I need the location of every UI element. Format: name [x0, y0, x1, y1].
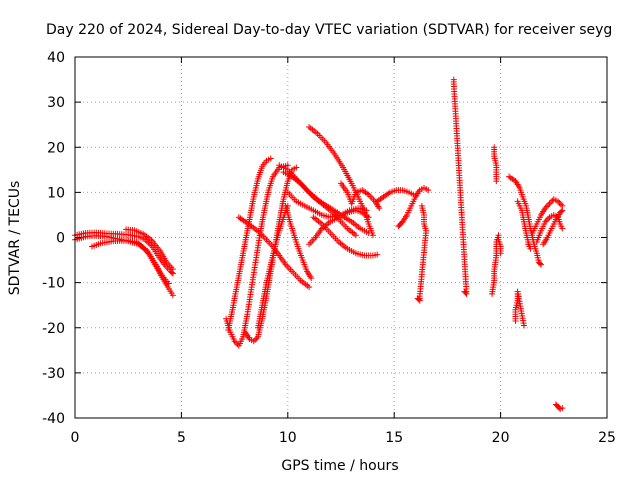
series-sat-25: [506, 173, 545, 268]
data-point: [369, 232, 376, 239]
data-point: [306, 284, 313, 291]
data-point: [545, 202, 552, 209]
x-tick-label: 5: [177, 430, 186, 446]
data-point: [536, 260, 543, 267]
y-tick-label: -20: [42, 321, 65, 337]
y-tick-label: 0: [56, 231, 65, 247]
data-point: [493, 178, 500, 185]
data-point: [293, 164, 300, 171]
series-sat-18: [374, 187, 417, 205]
x-tick-label: 20: [492, 430, 510, 446]
series-sat-03: [89, 237, 172, 287]
series-sat-23: [491, 144, 500, 185]
data-point: [545, 215, 552, 222]
y-tick-label: 10: [47, 185, 65, 201]
data-point: [521, 322, 528, 329]
data-point: [497, 250, 504, 257]
series-sat-20: [414, 202, 430, 304]
data-point: [556, 199, 563, 206]
data-points: [72, 76, 566, 412]
data-point: [425, 187, 432, 194]
series-sat-04: [123, 226, 176, 273]
data-point: [169, 292, 176, 299]
chart-title: Day 220 of 2024, Sidereal Day-to-day VTE…: [46, 22, 612, 38]
y-tick-label: 30: [47, 95, 65, 111]
data-point: [414, 295, 421, 302]
data-point: [267, 155, 274, 162]
series-sat-24: [512, 288, 528, 329]
x-tick-label: 10: [279, 430, 297, 446]
axis-ticks: 0 5 10 15 20 25 -40 -30 -20 -10 0 10 20 30 40: [42, 50, 616, 446]
data-point: [559, 405, 566, 412]
series-sat-21: [450, 76, 470, 297]
series-sat-28: [533, 211, 566, 246]
data-point: [168, 269, 175, 276]
series-sat-10: [282, 202, 315, 282]
data-point: [462, 289, 469, 296]
data-point: [352, 232, 359, 239]
y-tick-label: 20: [47, 140, 65, 156]
series-sat-16: [310, 214, 381, 259]
x-tick-label: 15: [385, 430, 403, 446]
series-sat-12: [280, 169, 372, 236]
data-point: [365, 214, 372, 221]
y-axis-label: SDTVAR / TECUs: [7, 181, 23, 296]
data-point: [461, 288, 468, 295]
series-sat-17: [338, 180, 383, 212]
x-axis-label: GPS time / hours: [281, 458, 398, 474]
series-sat-22: [489, 232, 504, 297]
series-sat-27: [529, 196, 566, 236]
y-tick-label: -40: [42, 411, 65, 427]
x-tick-label: 0: [71, 430, 80, 446]
series-sat-26: [514, 198, 534, 252]
data-point: [415, 296, 422, 303]
data-point: [374, 251, 381, 258]
series-sat-19: [395, 184, 432, 230]
series-sat-30: [552, 401, 566, 412]
data-point: [525, 241, 532, 248]
data-point: [308, 275, 315, 282]
series-sat-14: [306, 123, 376, 239]
data-point: [538, 261, 545, 268]
data-point: [558, 208, 565, 215]
series-sat-07: [242, 164, 300, 345]
data-point: [252, 336, 259, 343]
series-sat-08: [235, 214, 313, 291]
series-sat-29: [540, 207, 566, 248]
data-point: [557, 201, 564, 208]
y-tick-label: 40: [47, 50, 65, 66]
y-tick-label: -30: [42, 366, 65, 382]
data-point: [559, 207, 566, 214]
x-tick-label: 25: [598, 430, 616, 446]
data-point: [169, 266, 176, 273]
data-point: [559, 225, 566, 232]
data-point: [546, 200, 553, 207]
y-tick-label: -10: [42, 276, 65, 292]
data-point: [165, 280, 172, 287]
data-point: [376, 205, 383, 212]
